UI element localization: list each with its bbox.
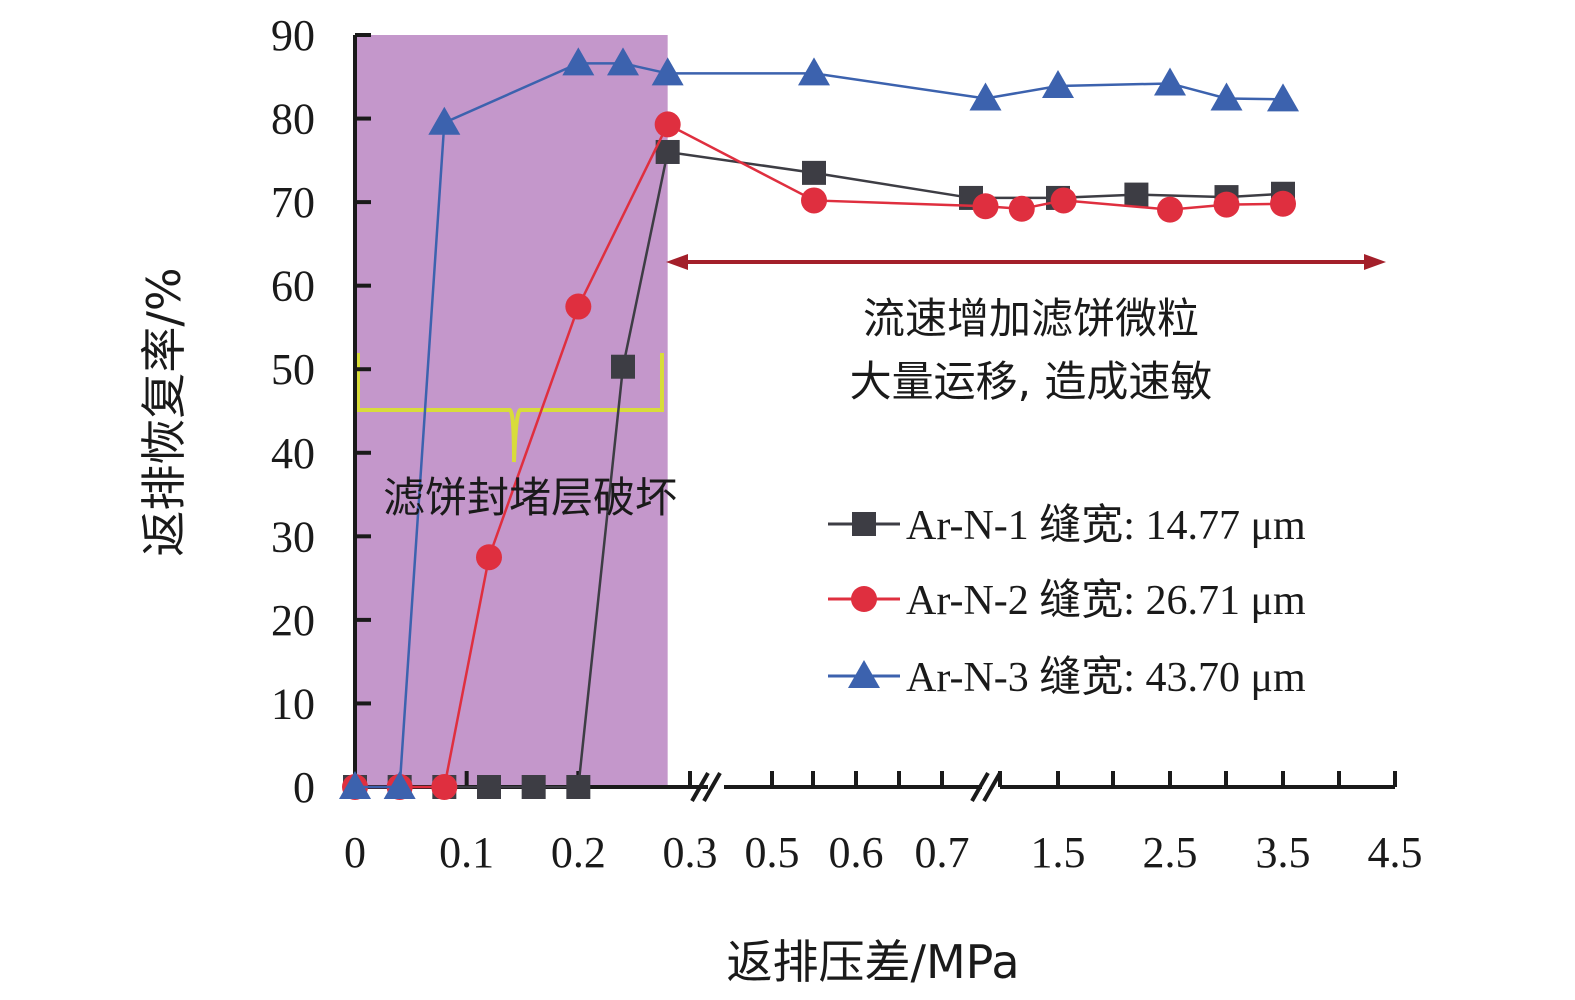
data-point — [651, 57, 684, 86]
data-point — [1213, 191, 1240, 218]
data-point — [607, 47, 639, 76]
x-tick-label: 0.5 — [745, 828, 800, 877]
data-point — [969, 82, 1002, 111]
series-layer — [339, 47, 1299, 800]
data-point — [972, 193, 999, 220]
data-point — [477, 775, 501, 799]
y-axis-title: 返排恢复率/% — [137, 267, 191, 556]
x-tick-label: 0.2 — [551, 828, 606, 877]
x-tick-label: 1.5 — [1031, 828, 1086, 877]
data-point — [1157, 196, 1183, 223]
data-point — [565, 293, 592, 320]
y-tick-label: 40 — [271, 429, 315, 478]
data-point — [801, 187, 827, 214]
legend-entry-3: Ar-N-3 缝宽: 43.70 μm — [828, 654, 1306, 701]
series-3 — [339, 47, 1299, 799]
data-point — [655, 139, 680, 164]
data-point — [1210, 82, 1243, 111]
axis-break-mark — [702, 772, 722, 802]
damage-brace-layer — [356, 353, 664, 463]
x-tick-label: 0.1 — [439, 828, 494, 877]
data-point — [1154, 67, 1186, 96]
data-point — [1042, 69, 1074, 98]
data-point — [339, 771, 371, 799]
data-point — [852, 512, 876, 536]
y-tick-label: 90 — [271, 11, 315, 60]
data-point — [654, 111, 681, 138]
data-point — [1270, 190, 1296, 217]
data-point — [802, 160, 826, 185]
data-point — [383, 771, 416, 799]
y-tick-label: 20 — [271, 596, 315, 645]
data-point — [428, 106, 461, 135]
x-axis-title: 返排压差/MPa — [726, 935, 1019, 989]
legend-label: Ar-N-2 缝宽: 26.71 μm — [906, 577, 1306, 624]
data-point — [521, 775, 546, 799]
y-tick-label: 70 — [271, 178, 315, 227]
data-point — [1124, 182, 1149, 207]
y-tick-label: 10 — [271, 679, 315, 728]
legend-entry-1: Ar-N-1 缝宽: 14.77 μm — [828, 502, 1306, 549]
y-tick-label: 0 — [293, 763, 315, 812]
x-tick-label: 0.6 — [829, 828, 884, 877]
velocity-arrow-head-left — [666, 254, 688, 270]
damage-brace — [356, 353, 664, 463]
y-tick-label: 50 — [271, 345, 315, 394]
x-tick-label: 4.5 — [1368, 828, 1423, 877]
data-point — [562, 47, 595, 76]
velocity-annotation-line-2: 大量运移, 造成速敏 — [850, 357, 1213, 406]
y-tick-label: 30 — [271, 512, 315, 561]
velocity-annotation-line-1: 流速增加滤饼微粒 — [863, 294, 1199, 343]
legend-label: Ar-N-3 缝宽: 43.70 μm — [906, 654, 1306, 701]
data-point — [1050, 187, 1077, 214]
y-tick-label: 80 — [271, 95, 315, 144]
velocity-arrow-head-right — [1364, 254, 1386, 270]
damage-annotation-text: 滤饼封堵层破坏 — [383, 473, 677, 522]
x-tick-label: 2.5 — [1143, 828, 1198, 877]
x-tick-label: 0.7 — [915, 828, 970, 877]
axis-break-mark — [690, 772, 710, 802]
legend: Ar-N-1 缝宽: 14.77 μm Ar-N-2 缝宽: 26.71 μm Ar… — [828, 502, 1306, 701]
data-point — [476, 544, 502, 571]
legend-label: Ar-N-1 缝宽: 14.77 μm — [906, 502, 1306, 549]
axis-break-mark — [982, 772, 1002, 802]
data-point — [611, 354, 635, 379]
data-point — [1267, 83, 1299, 112]
velocity-arrow-layer — [666, 254, 1386, 270]
data-point — [566, 775, 591, 799]
data-point — [431, 774, 458, 800]
data-point — [1008, 195, 1035, 222]
data-point — [848, 660, 880, 688]
x-tick-label: 3.5 — [1256, 828, 1311, 877]
axis-break-mark — [970, 772, 990, 802]
y-tick-label: 60 — [271, 262, 315, 311]
x-tick-label: 0 — [344, 828, 366, 877]
data-point — [851, 586, 877, 612]
x-tick-label: 0.3 — [663, 828, 718, 877]
legend-entry-2: Ar-N-2 缝宽: 26.71 μm — [828, 577, 1306, 624]
data-point — [798, 57, 830, 86]
